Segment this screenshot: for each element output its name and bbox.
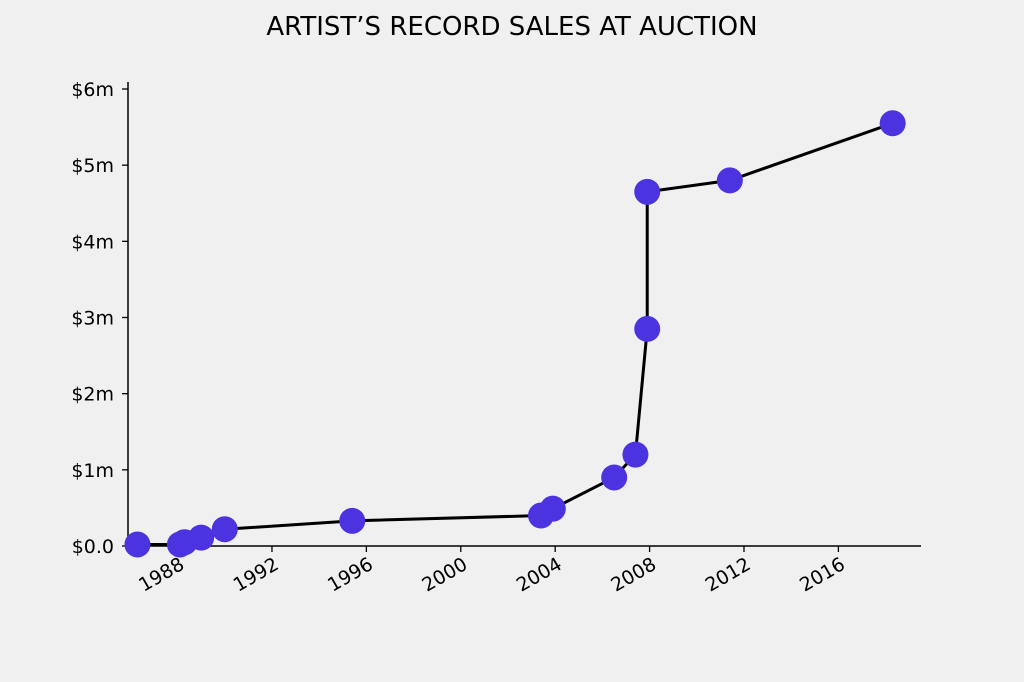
chart-title: ARTIST’S RECORD SALES AT AUCTION xyxy=(266,12,757,42)
x-tick-label: 1992 xyxy=(230,553,283,596)
x-tick-label: 2000 xyxy=(418,553,471,596)
y-tick-label: $4m xyxy=(71,231,114,253)
x-tick-label: 2016 xyxy=(796,553,849,596)
data-point xyxy=(879,110,906,137)
x-tick-label: 2012 xyxy=(702,553,755,596)
x-tick-label: 2008 xyxy=(607,553,660,596)
data-point xyxy=(634,315,661,342)
x-tick-label: 1988 xyxy=(135,553,188,596)
y-tick-label: $5m xyxy=(71,155,114,177)
data-point xyxy=(634,178,661,205)
x-tick-label: 2004 xyxy=(513,553,566,596)
data-point xyxy=(124,531,151,558)
y-tick-label: $1m xyxy=(71,460,114,482)
x-tick-label: 1996 xyxy=(324,553,377,596)
data-point xyxy=(339,507,366,534)
y-tick-label: $3m xyxy=(71,308,114,330)
data-point xyxy=(211,516,238,543)
data-point xyxy=(188,524,215,551)
data-point xyxy=(601,464,628,491)
y-tick-label: $0.0 xyxy=(72,536,114,558)
series-layer xyxy=(124,110,906,558)
y-tick-label: $2m xyxy=(71,384,114,406)
series-line xyxy=(137,121,894,546)
y-tick-label: $6m xyxy=(71,79,114,101)
data-point xyxy=(539,495,566,522)
data-point xyxy=(716,167,743,194)
data-point xyxy=(622,441,649,468)
